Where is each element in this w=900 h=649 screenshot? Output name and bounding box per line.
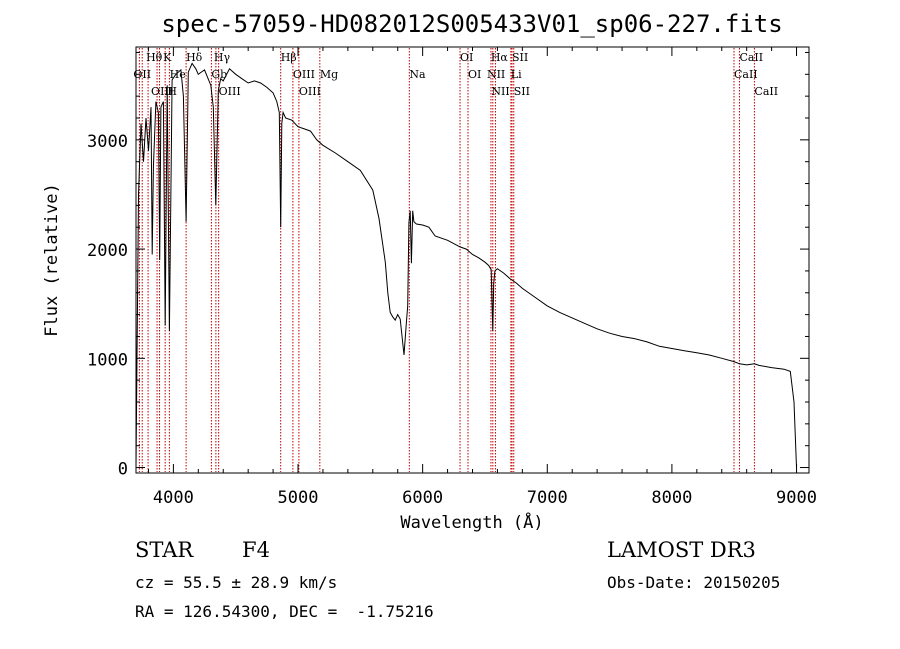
line-label: NII: [487, 68, 505, 81]
x-axis-label: Wavelength (Å): [400, 511, 543, 533]
y-tick-label: 2000: [87, 241, 128, 261]
x-tick-label: 5000: [278, 488, 319, 508]
y-tick-label: 0: [118, 460, 128, 480]
y-tick-label: 1000: [87, 350, 128, 370]
line-label: CaII: [739, 51, 763, 64]
survey-label: LAMOST DR3: [607, 538, 756, 562]
y-axis-label: Flux (relative): [42, 183, 62, 337]
line-label: OI: [468, 68, 481, 81]
line-label: Li: [511, 68, 522, 81]
class-label: STAR: [135, 538, 194, 562]
subclass-label: F4: [242, 538, 270, 562]
line-label: SII: [514, 85, 530, 98]
spectrum-line: [135, 62, 797, 468]
line-label: OIII: [299, 85, 321, 98]
line-label: OIII: [219, 85, 241, 98]
line-label: Hα: [491, 51, 509, 64]
line-label: NII: [491, 85, 509, 98]
cz-text: cz = 55.5 ± 28.9 km/s: [135, 573, 338, 592]
plot-frame: [135, 46, 810, 474]
line-label: Na: [409, 68, 426, 81]
chart-title: spec-57059-HD082012S005433V01_sp06-227.f…: [161, 10, 782, 38]
x-tick-label: 6000: [402, 488, 443, 508]
line-label: CaII: [734, 68, 758, 81]
line-label: Hθ: [146, 51, 163, 64]
x-tick-label: 9000: [776, 488, 817, 508]
line-label: CaII: [754, 85, 778, 98]
axis-ticks: 4000 5000 6000 7000 8000 9000 0 1000 2000 3000: [87, 47, 817, 508]
marker-lines: [138, 48, 755, 472]
line-label: OI: [460, 51, 473, 64]
line-label: Hδ: [186, 51, 203, 64]
x-tick-label: 7000: [527, 488, 568, 508]
line-label: OIII: [293, 68, 315, 81]
line-label: Hβ: [281, 51, 297, 64]
coords-text: RA = 126.54300, DEC = -1.75216: [135, 602, 434, 621]
line-label: Mg: [320, 68, 338, 81]
x-tick-label: 8000: [651, 488, 692, 508]
y-tick-label: 3000: [87, 132, 128, 152]
obs-date: Obs-Date: 20150205: [607, 573, 781, 592]
line-label: Hγ: [214, 51, 231, 64]
x-tick-label: 4000: [153, 488, 194, 508]
line-label: K: [163, 51, 172, 64]
line-label: SII: [512, 51, 528, 64]
line-label: Gb: [211, 68, 227, 81]
line-label: OII: [133, 68, 151, 81]
